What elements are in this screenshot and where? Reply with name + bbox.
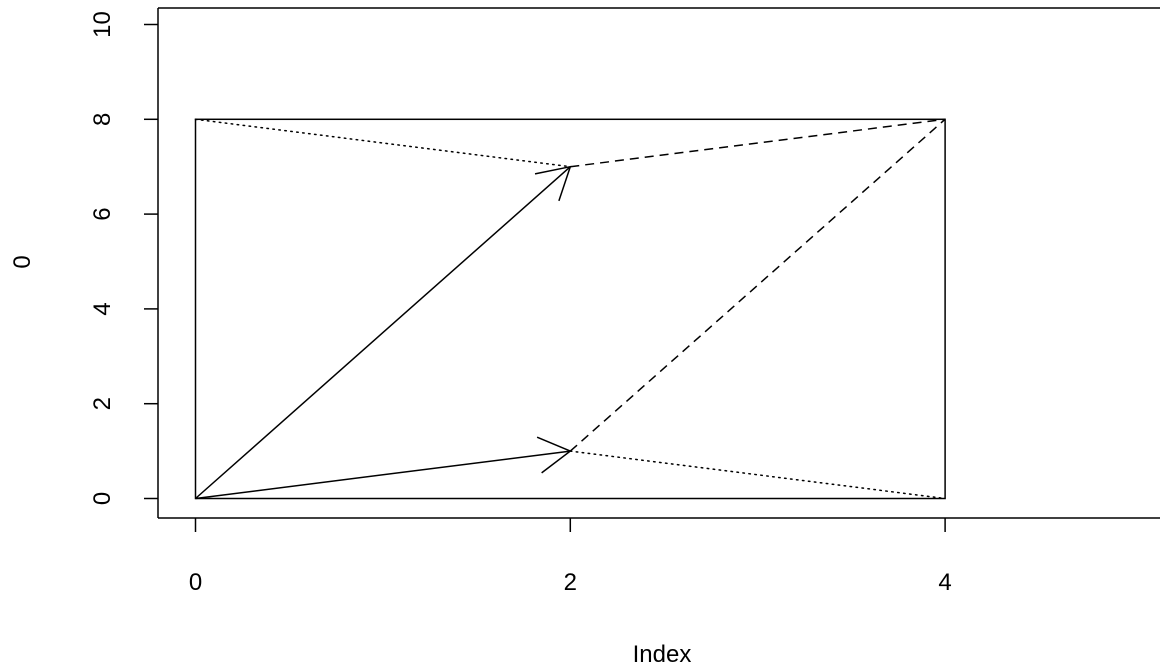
y-tick-label-4: 4: [89, 302, 116, 315]
dashed-segment-2: [569, 118, 946, 452]
arrow-shaft-2: [195, 450, 571, 500]
x-tick-label-0: 0: [189, 569, 202, 596]
dotted-segment-2: [569, 450, 946, 500]
x-tick-label-4: 4: [938, 569, 951, 596]
arrow-shaft-1: [195, 166, 571, 500]
arrow-head-2: [536, 436, 572, 474]
rectangle-frame: [194, 118, 946, 500]
x-tick-label-2: 2: [564, 569, 577, 596]
y-tick-label-10: 10: [89, 11, 116, 38]
x-axis-title: Index: [633, 641, 692, 668]
y-tick-label-2: 2: [89, 397, 116, 410]
axes: 02468100246810: [89, 7, 1160, 596]
y-tick-label-8: 8: [89, 113, 116, 126]
dashed-segment-1: [570, 118, 946, 168]
y-axis-title: 0: [9, 255, 36, 268]
y-tick-label-6: 6: [89, 207, 116, 220]
plot-marks: [194, 118, 946, 500]
arrow-head-1: [534, 165, 572, 202]
y-tick-label-0: 0: [89, 492, 116, 505]
dotted-segment-1: [194, 118, 572, 168]
